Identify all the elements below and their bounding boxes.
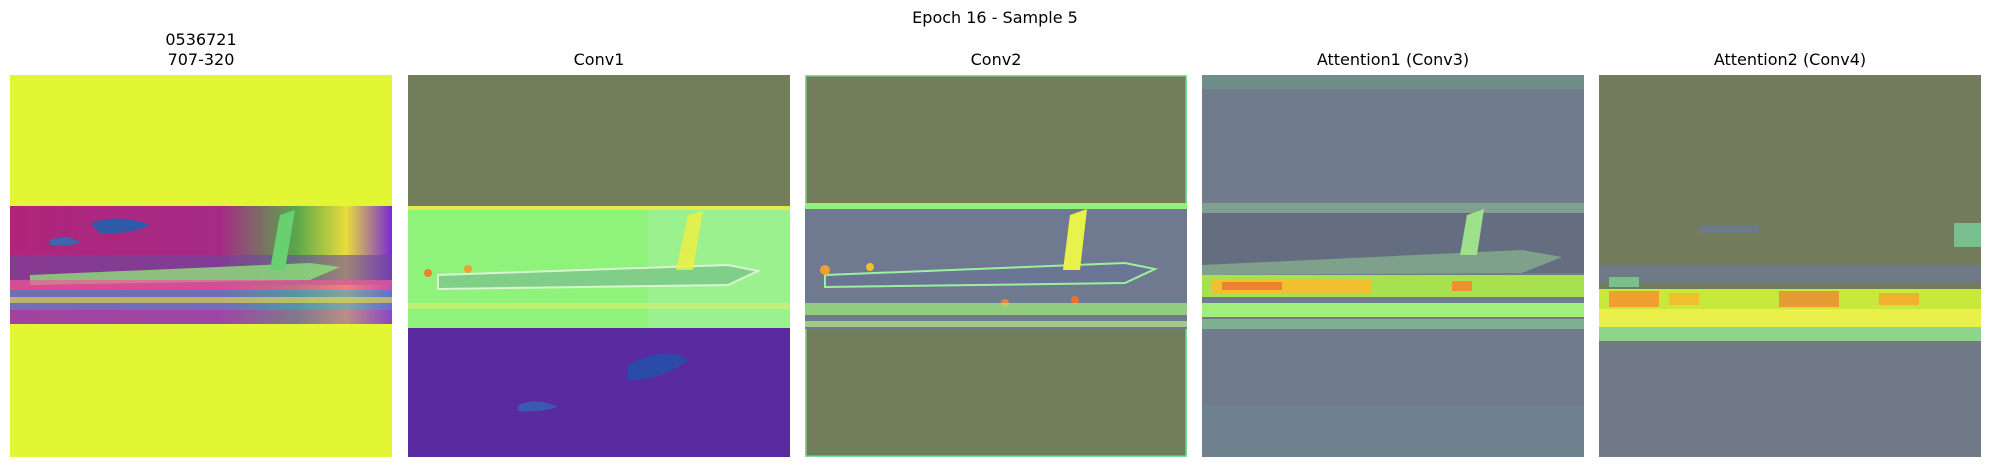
attention2-panel (1599, 75, 1981, 457)
attention2-heatmap-overlay (1599, 75, 1981, 457)
aircraft-type-label: 707-320 (167, 50, 235, 69)
conv2-panel (805, 75, 1187, 457)
conv1-feature-map-overlay (408, 75, 790, 457)
conv1-title: Conv1 (573, 50, 625, 69)
input-image-panel (10, 75, 392, 457)
attention1-title: Attention1 (Conv3) (1316, 50, 1470, 69)
airplane-input-image (10, 75, 392, 457)
attention2-title: Attention2 (Conv4) (1713, 50, 1867, 69)
attention1-heatmap-overlay (1202, 75, 1584, 457)
input-image-label: 0536721 707-320 (10, 30, 392, 70)
conv2-title: Conv2 (970, 50, 1022, 69)
conv1-panel (408, 75, 790, 457)
image-id-label: 0536721 (165, 30, 237, 49)
attention1-panel (1202, 75, 1584, 457)
conv2-feature-map-overlay (805, 75, 1187, 457)
figure-title: Epoch 16 - Sample 5 (912, 8, 1078, 27)
